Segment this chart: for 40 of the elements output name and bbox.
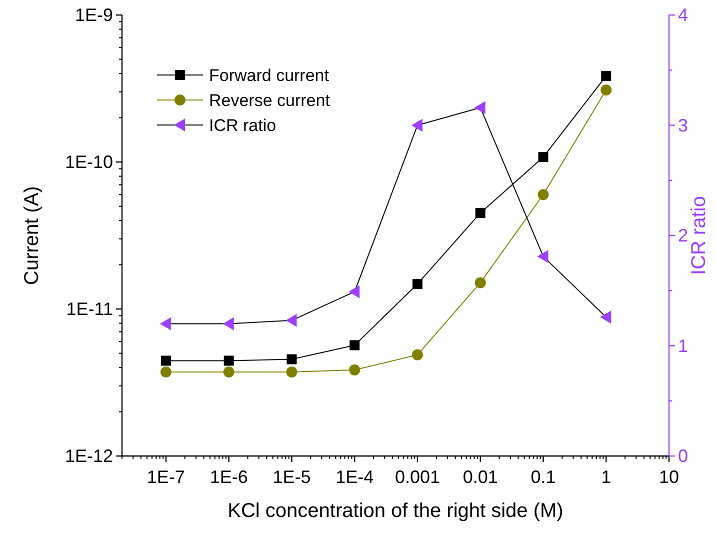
- y-axis-title: Current (A): [21, 186, 43, 285]
- point: [223, 366, 234, 378]
- point: [412, 349, 423, 360]
- y2-tick-label: 3: [678, 115, 688, 136]
- point: [538, 152, 548, 162]
- x-tick-label: 1E-4: [336, 467, 374, 487]
- y2-tick-label: 2: [678, 226, 688, 246]
- legend-label: ICR ratio: [209, 116, 276, 135]
- legend-label: Reverse current: [209, 91, 330, 110]
- point: [286, 366, 298, 378]
- y2-tick-label: 1: [678, 336, 688, 356]
- point: [474, 277, 486, 288]
- x-tick-label: 0.1: [530, 467, 556, 487]
- x-tick-label: 10: [658, 467, 680, 487]
- x-tick-label: 1E-6: [210, 467, 248, 487]
- y-tick-label: 1E-10: [64, 152, 113, 172]
- y2-axis-title: ICR ratio: [688, 196, 710, 275]
- point: [538, 189, 549, 200]
- point: [350, 340, 360, 350]
- y2-tick-label: 0: [678, 446, 688, 466]
- x-axis-title: KCl concentration of the right side (M): [228, 500, 564, 522]
- x-tick-label: 1: [601, 467, 612, 487]
- point: [601, 70, 612, 81]
- x-tick-label: 0.001: [394, 467, 440, 487]
- y2-tick-label: 4: [678, 5, 688, 25]
- y-tick-label: 1E-11: [66, 299, 113, 319]
- legend-label: Forward current: [209, 66, 330, 85]
- x-tick-label: 1E-5: [272, 467, 311, 487]
- point: [160, 356, 171, 366]
- point: [600, 84, 612, 96]
- point: [349, 364, 360, 376]
- point: [224, 356, 234, 366]
- point: [286, 354, 297, 364]
- point: [160, 366, 172, 378]
- y-tick-label: 1E-12: [64, 446, 113, 466]
- x-tick-label: 0.01: [462, 467, 498, 487]
- point: [475, 208, 486, 218]
- y-tick-label: 1E-9: [74, 5, 113, 25]
- point: [412, 278, 422, 289]
- x-tick-label: 1E-7: [146, 467, 185, 487]
